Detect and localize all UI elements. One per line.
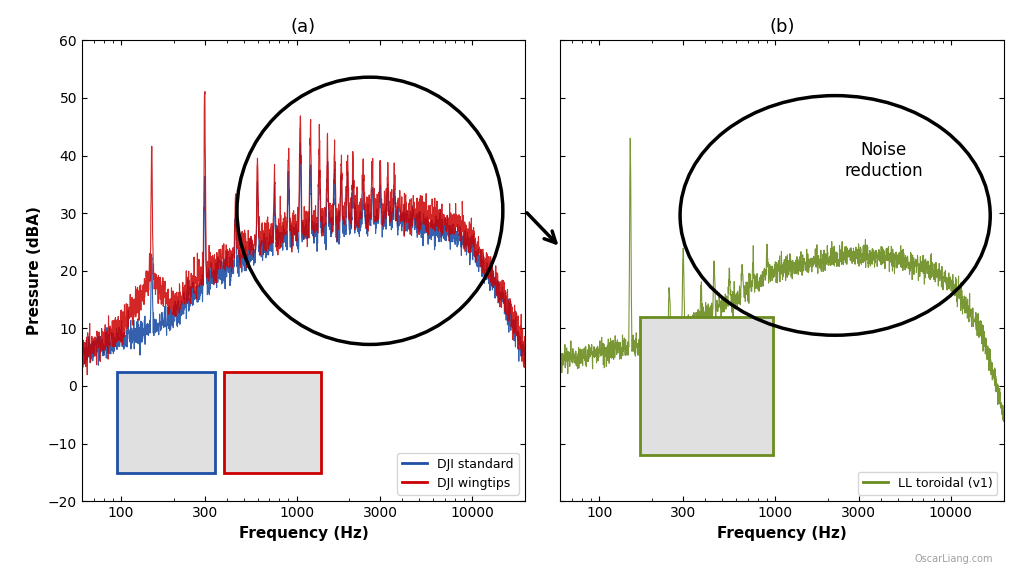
Text: OscarLiang.com: OscarLiang.com	[914, 555, 993, 564]
X-axis label: Frequency (Hz): Frequency (Hz)	[239, 525, 369, 540]
Title: (a): (a)	[291, 18, 316, 36]
Legend: LL toroidal (v1): LL toroidal (v1)	[857, 472, 997, 495]
FancyBboxPatch shape	[118, 372, 215, 473]
FancyBboxPatch shape	[640, 317, 773, 455]
Legend: DJI standard, DJI wingtips: DJI standard, DJI wingtips	[397, 453, 519, 495]
Title: (b): (b)	[769, 18, 795, 36]
Y-axis label: Pressure (dBA): Pressure (dBA)	[28, 206, 42, 335]
X-axis label: Frequency (Hz): Frequency (Hz)	[717, 525, 847, 540]
Text: Noise
reduction: Noise reduction	[845, 141, 924, 180]
FancyBboxPatch shape	[223, 372, 322, 473]
